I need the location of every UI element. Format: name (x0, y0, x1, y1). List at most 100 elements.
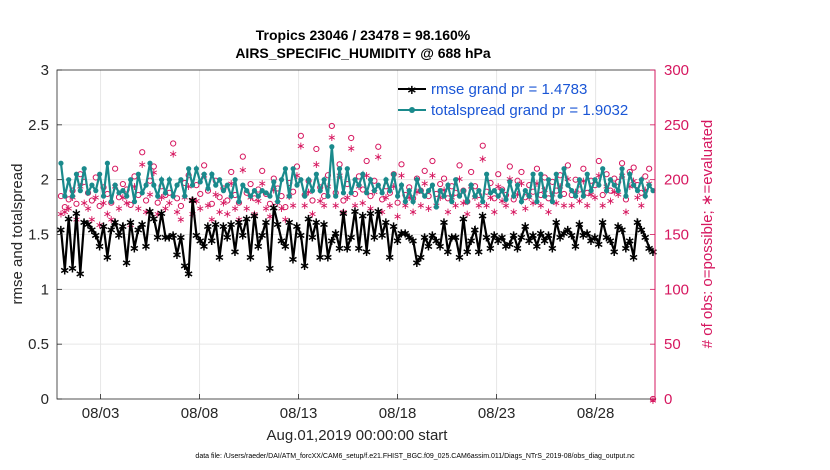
spread-point (209, 171, 215, 177)
spread-point (224, 182, 230, 188)
x-tick-label: 08/08 (181, 405, 219, 422)
spread-point (197, 179, 203, 185)
obs-possible-point (363, 157, 370, 165)
spread-point (538, 171, 544, 177)
legend-label-spread: totalspread grand pr = 1.9032 (431, 102, 628, 119)
obs-evaluated-point: ∗ (621, 205, 630, 218)
obs-evaluated-point: ∗ (443, 205, 452, 218)
rmse-point: ∗ (75, 267, 86, 282)
rmse-point: ∗ (172, 248, 183, 263)
spread-point (228, 193, 234, 199)
spread-point (371, 188, 378, 194)
rmse-point: ∗ (574, 218, 585, 233)
obs-possible-point (348, 134, 355, 142)
obs-possible-point (595, 157, 602, 165)
obs-evaluated-point: ∗ (230, 202, 239, 215)
spread-point (131, 199, 138, 205)
rmse-point: ∗ (489, 229, 500, 244)
obs-evaluated-point: ∗ (289, 199, 298, 212)
rmse-point: ∗ (388, 220, 399, 235)
spread-point (333, 193, 339, 199)
spread-point (476, 188, 482, 194)
obs-evaluated-point: ∗ (416, 199, 425, 212)
rmse-point: ∗ (520, 220, 531, 235)
rmse-point: ∗ (311, 215, 322, 230)
rmse-point: ∗ (249, 209, 260, 224)
rmse-point: ∗ (473, 245, 484, 260)
obs-evaluated-point: ∗ (107, 213, 116, 226)
rmse-point: ∗ (222, 231, 233, 246)
rmse-point: ∗ (617, 223, 628, 238)
obs-evaluated-point: ∗ (138, 158, 147, 171)
spread-point (317, 188, 323, 194)
obs-possible-point (297, 132, 304, 139)
rmse-point: ∗ (90, 229, 101, 244)
spread-point (584, 171, 590, 177)
obs-evaluated-point: ∗ (145, 188, 154, 201)
rmse-point: ∗ (175, 231, 186, 246)
rmse-point: ∗ (234, 215, 245, 230)
spread-point (329, 144, 335, 150)
obs-evaluated-point: ∗ (196, 202, 205, 215)
rmse-point: ∗ (605, 234, 616, 249)
spread-point (178, 177, 184, 183)
obs-evaluated-point: ∗ (211, 188, 220, 201)
spread-point (530, 171, 536, 177)
obs-evaluated-point: ∗ (556, 180, 565, 193)
rmse-point: ∗ (326, 234, 337, 249)
obs-evaluated-point: ∗ (250, 208, 259, 221)
chart-title: Tropics 23046 / 23478 = 98.160% (256, 27, 471, 43)
rmse-point: ∗ (156, 207, 167, 222)
spread-point (433, 204, 439, 210)
obs-possible-point (437, 180, 444, 188)
rmse-point: ∗ (392, 234, 403, 249)
spread-point (116, 190, 122, 196)
obs-evaluated-point: ∗ (374, 151, 383, 164)
obs-possible-point (379, 196, 386, 203)
obs-evaluated-point: ∗ (606, 194, 615, 207)
rmse-point: ∗ (566, 229, 577, 244)
rmse-point: ∗ (148, 212, 159, 227)
rmse-point: ∗ (369, 231, 380, 246)
y2-tick-label: 50 (664, 336, 681, 353)
obs-evaluated-point: ∗ (60, 205, 69, 218)
obs-possible-point (495, 171, 502, 178)
obs-possible-point (398, 161, 405, 168)
obs-possible-point (119, 180, 126, 188)
obs-evaluated-point: ∗ (319, 199, 328, 212)
obs-evaluated-point: ∗ (563, 172, 572, 185)
spread-point (464, 199, 470, 205)
spread-point (480, 199, 486, 205)
obs-evaluated-point: ∗ (242, 202, 251, 215)
obs-evaluated-point: ∗ (505, 172, 514, 185)
spread-point (278, 177, 285, 183)
spread-point (650, 188, 656, 194)
obs-evaluated-point: ∗ (428, 169, 437, 182)
obs-possible-point (479, 142, 486, 149)
rmse-point: ∗ (71, 207, 82, 222)
rmse-point: ∗ (493, 234, 504, 249)
rmse-point: ∗ (648, 245, 659, 260)
spread-point (557, 193, 563, 199)
rmse-point: ∗ (342, 242, 353, 257)
spread-point (340, 190, 347, 196)
obs-evaluated-point: ∗ (258, 177, 267, 190)
obs-evaluated-point: ∗ (95, 219, 104, 232)
legend-marker-spread (409, 107, 415, 113)
obs-possible-point (506, 163, 513, 170)
spread-point (112, 182, 118, 188)
obs-evaluated-point: ∗ (521, 202, 530, 215)
rmse-point: ∗ (206, 234, 217, 249)
rmse-point: ∗ (218, 220, 229, 235)
spread-point (220, 188, 227, 194)
chart-subtitle: AIRS_SPECIFIC_HUMIDITY @ 688 hPa (235, 45, 491, 61)
spread-point (321, 177, 327, 183)
spread-point (120, 188, 126, 194)
rmse-point: ∗ (586, 234, 597, 249)
spread-point (429, 182, 436, 188)
obs-evaluated-point: ∗ (327, 131, 336, 144)
obs-evaluated-point: ∗ (358, 197, 367, 210)
y2-tick-label: 150 (664, 227, 689, 244)
obs-evaluated-point: ∗ (277, 202, 286, 215)
